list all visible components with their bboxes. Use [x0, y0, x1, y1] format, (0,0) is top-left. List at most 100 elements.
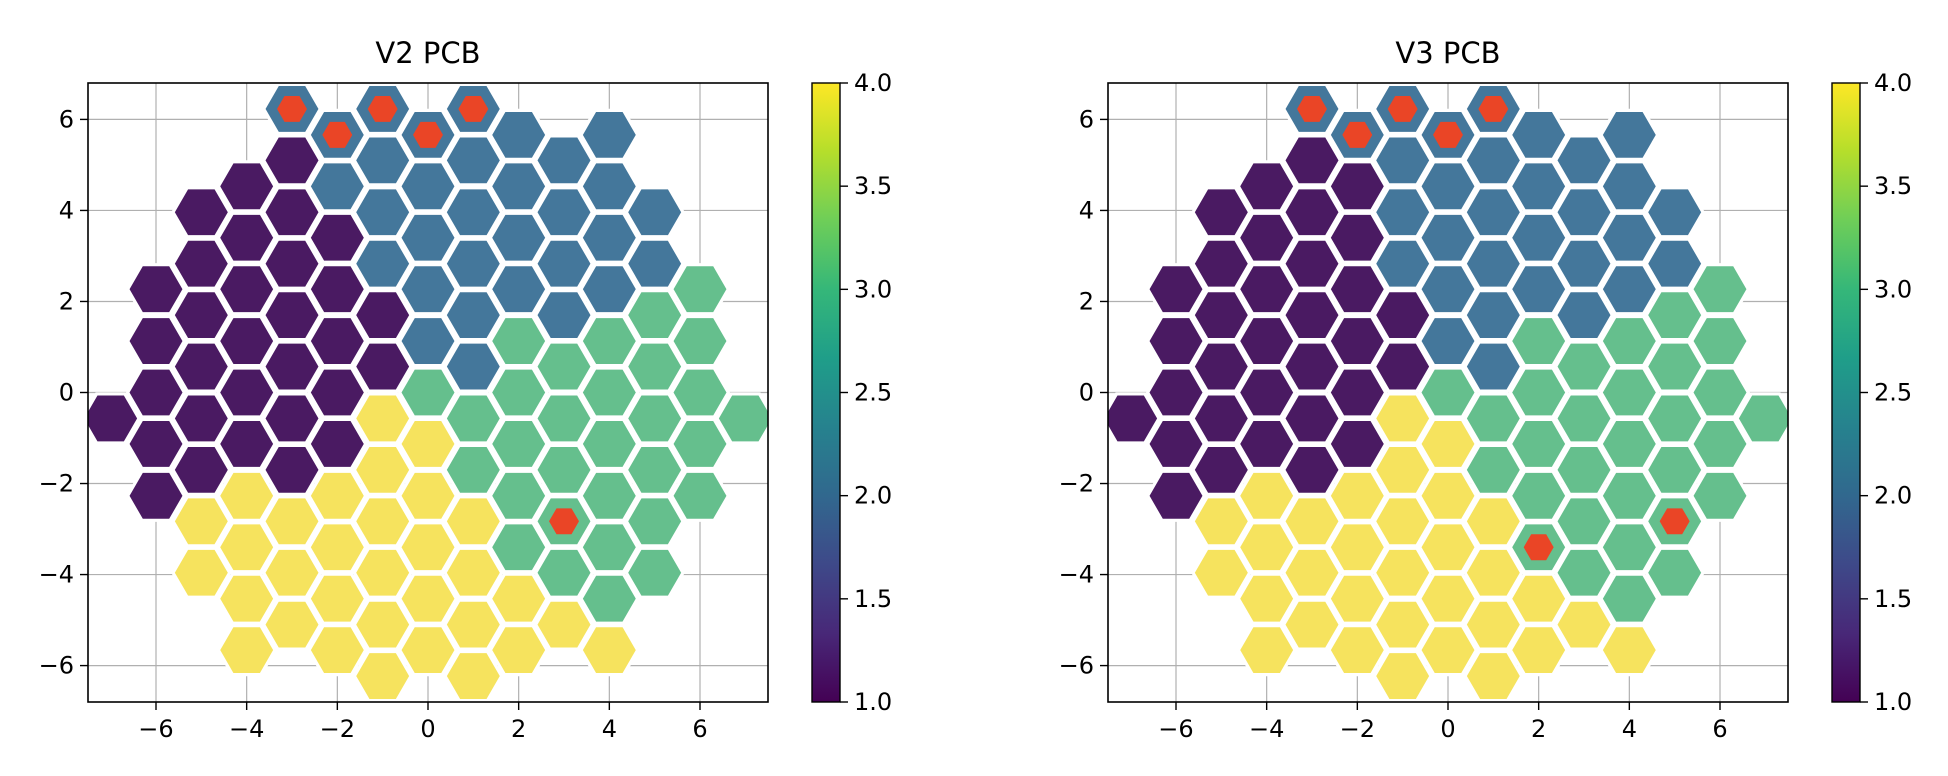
colorbar-tick-label: 2.5	[1874, 379, 1912, 407]
hex-cell	[352, 186, 413, 239]
hex-cell	[1191, 392, 1252, 445]
y-tick-label: −2	[39, 470, 74, 498]
hex-cell	[216, 417, 277, 471]
hex-cell	[1463, 546, 1524, 599]
hex-cell	[1145, 314, 1207, 368]
hex-cell	[1281, 392, 1343, 445]
hex-cell	[1599, 211, 1660, 264]
hex-cell	[1735, 392, 1788, 445]
colorbar-tick-label: 3.0	[854, 275, 892, 303]
y-tick-label: 2	[59, 287, 74, 315]
hex-cell	[1644, 237, 1705, 290]
hex-cell	[669, 366, 731, 419]
hex-cell	[624, 340, 685, 393]
x-tick-label: 2	[1531, 715, 1546, 743]
marker-point	[1523, 534, 1554, 561]
hex-cell	[1553, 340, 1615, 393]
hex-cell	[216, 521, 277, 574]
hex-cell	[1191, 289, 1252, 342]
hex-cell	[216, 624, 277, 677]
hex-cell	[1644, 340, 1705, 393]
marker-point	[367, 95, 398, 122]
hex-cell	[1281, 289, 1343, 342]
hex-cell	[579, 366, 640, 419]
panel-title-v2: V2 PCB	[375, 36, 480, 70]
hex-cell	[443, 237, 504, 290]
hex-cell	[171, 546, 232, 599]
x-tick-label: −4	[1249, 715, 1284, 743]
y-tick-label: 4	[59, 196, 74, 224]
hex-cell	[261, 392, 323, 445]
hex-cell	[307, 314, 368, 368]
hex-cell	[1508, 263, 1569, 316]
hex-cell	[669, 469, 731, 522]
hex-cell	[352, 546, 413, 599]
hex-cell	[1191, 340, 1252, 393]
hex-cell	[443, 289, 504, 342]
hex-cell	[488, 366, 549, 419]
panel-title-v3: V3 PCB	[1395, 36, 1500, 70]
y-tick-label: 6	[1079, 105, 1094, 133]
hex-cell	[1236, 211, 1297, 264]
hex-cell	[397, 417, 459, 471]
hex-cell	[1599, 160, 1660, 213]
hex-cell	[1327, 521, 1388, 574]
hex-cell	[1463, 495, 1524, 548]
hex-cell	[1281, 186, 1343, 239]
hex-cell	[397, 263, 459, 316]
hex-cell	[1508, 469, 1569, 522]
hex-cell	[579, 211, 640, 264]
hex-cell	[352, 289, 413, 342]
y-tick-label: 0	[1079, 379, 1094, 407]
hex-cell	[1145, 263, 1207, 316]
hex-cell	[261, 186, 323, 239]
hex-cell	[1644, 289, 1705, 342]
hex-cell	[1463, 186, 1524, 239]
hex-cell	[1689, 417, 1751, 471]
hex-cell	[579, 572, 640, 625]
x-tick-label: 6	[692, 715, 707, 743]
marker-point	[1433, 121, 1463, 148]
hex-cell	[307, 521, 368, 574]
hex-cell	[1417, 417, 1479, 471]
hex-cell	[1553, 495, 1615, 548]
x-tick-label: 2	[511, 715, 526, 743]
hex-cell	[1689, 263, 1751, 316]
hex-cell	[488, 263, 549, 316]
hex-cell	[1236, 366, 1297, 419]
hex-cell	[171, 186, 232, 239]
colorbar-tick-label: 4.0	[854, 69, 892, 97]
hex-cell	[1417, 211, 1479, 264]
hex-cell	[1689, 314, 1751, 368]
hex-cell	[1327, 263, 1388, 316]
hex-cell	[1599, 108, 1660, 161]
hex-cell	[1145, 417, 1207, 471]
hex-cell	[1463, 237, 1524, 290]
hex-cell	[216, 263, 277, 316]
hex-cell	[1463, 649, 1524, 702]
y-tick-label: −4	[1059, 561, 1094, 589]
hex-cell	[352, 495, 413, 548]
hex-cell	[1372, 340, 1433, 393]
hex-cell	[1327, 417, 1388, 471]
hex-cell	[1508, 160, 1569, 213]
hex-cell	[579, 160, 640, 213]
hex-cell	[1599, 624, 1660, 677]
colorbar-tick-label: 3.5	[854, 172, 892, 200]
marker-point	[1387, 95, 1418, 122]
hex-cell	[488, 469, 549, 522]
hex-cell	[1508, 624, 1569, 677]
hex-cell	[1327, 624, 1388, 677]
y-tick-label: −6	[1059, 652, 1094, 680]
colorbar-tick-label: 2.5	[854, 379, 892, 407]
hex-cell	[488, 160, 549, 213]
hex-cell	[1553, 443, 1615, 496]
hex-cell	[1553, 134, 1615, 187]
hex-cell	[1327, 314, 1388, 368]
hex-cell	[443, 340, 504, 393]
hex-cell	[443, 392, 504, 445]
hex-cell	[1508, 314, 1569, 368]
hex-cell	[261, 443, 323, 496]
